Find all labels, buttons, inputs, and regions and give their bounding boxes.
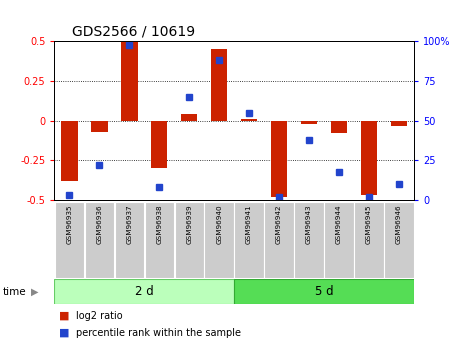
Text: percentile rank within the sample: percentile rank within the sample (76, 328, 241, 338)
Bar (55, 202, 84, 278)
Text: GSM96939: GSM96939 (186, 204, 192, 244)
Bar (175, 202, 204, 278)
Bar (271, 121, 287, 197)
Bar (114, 202, 144, 278)
Bar (145, 202, 174, 278)
Bar (91, 121, 107, 132)
Text: GSM96935: GSM96935 (66, 204, 72, 244)
Bar (301, 121, 317, 124)
Text: 2 d: 2 d (135, 285, 154, 298)
Text: GDS2566 / 10619: GDS2566 / 10619 (72, 25, 195, 39)
Bar (121, 41, 138, 121)
Text: GSM96936: GSM96936 (96, 204, 102, 244)
Bar (211, 49, 228, 121)
Text: GSM96941: GSM96941 (246, 204, 252, 244)
Text: ■: ■ (59, 311, 70, 321)
Text: GSM96942: GSM96942 (276, 204, 282, 244)
Text: ■: ■ (59, 328, 70, 338)
Bar (324, 202, 354, 278)
Bar (391, 121, 407, 126)
Bar (354, 202, 384, 278)
Bar (241, 119, 257, 121)
Bar (264, 202, 294, 278)
Text: GSM96943: GSM96943 (306, 204, 312, 244)
Text: GSM96944: GSM96944 (336, 204, 342, 244)
Text: 5 d: 5 d (315, 285, 333, 298)
Bar (361, 121, 377, 195)
Text: GSM96940: GSM96940 (216, 204, 222, 244)
Bar (331, 121, 347, 134)
Bar (204, 202, 234, 278)
Text: time: time (2, 287, 26, 296)
Text: GSM96945: GSM96945 (366, 204, 372, 244)
Text: log2 ratio: log2 ratio (76, 311, 123, 321)
Bar (235, 202, 264, 278)
Bar (151, 121, 167, 168)
Bar (294, 202, 324, 278)
Bar (384, 202, 413, 278)
Bar (54, 279, 234, 304)
Bar (61, 121, 78, 181)
Bar (234, 279, 414, 304)
Text: ▶: ▶ (31, 287, 38, 296)
Text: GSM96938: GSM96938 (156, 204, 162, 244)
Bar (85, 202, 114, 278)
Text: GSM96937: GSM96937 (126, 204, 132, 244)
Text: GSM96946: GSM96946 (396, 204, 402, 244)
Bar (181, 115, 197, 121)
